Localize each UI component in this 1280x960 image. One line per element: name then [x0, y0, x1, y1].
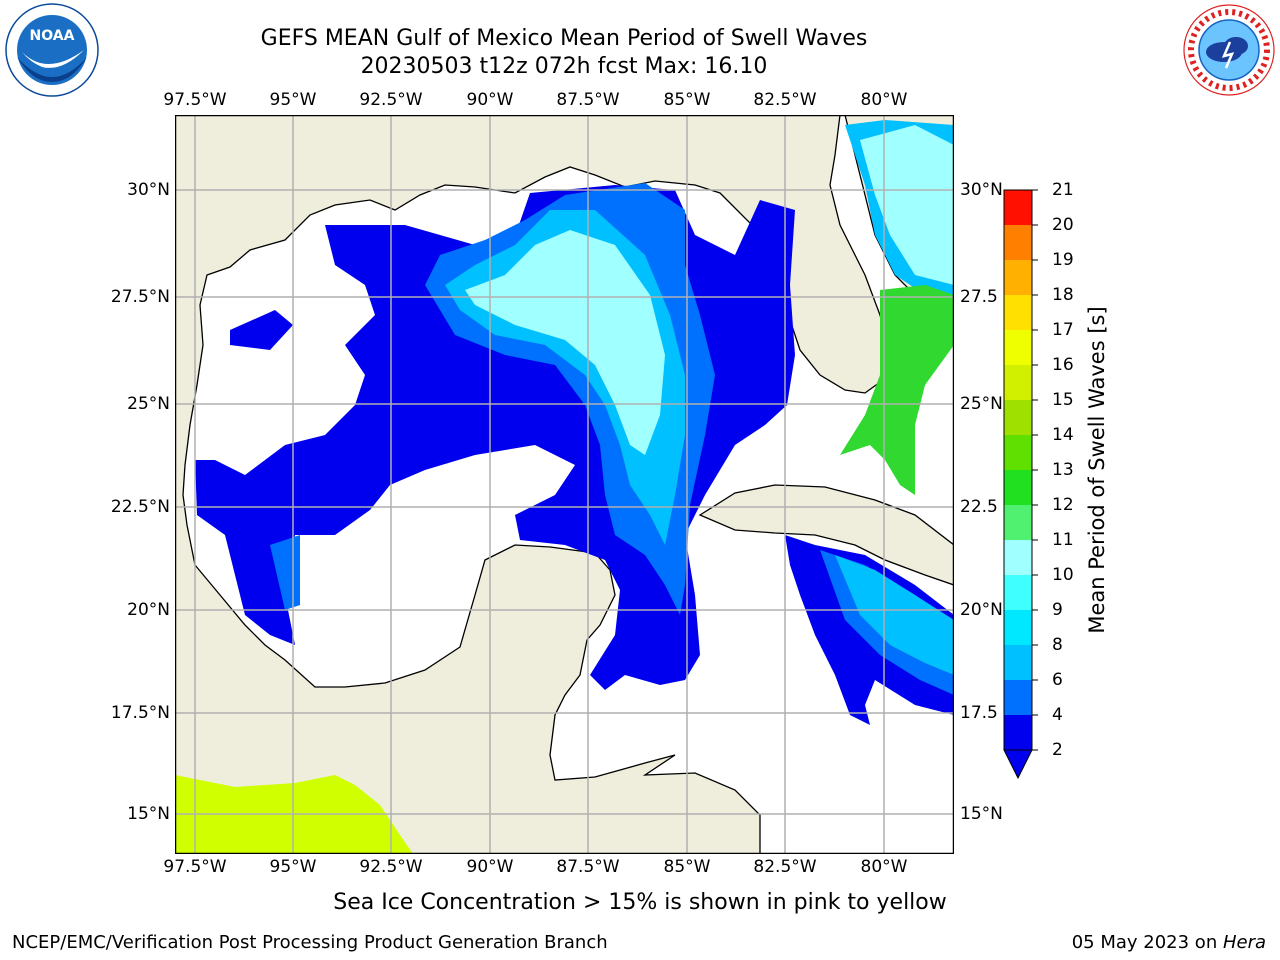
lon-tick-top: 82.5°W [753, 90, 817, 110]
lon-tick-top: 97.5°W [163, 90, 227, 110]
credit-text: NCEP/EMC/Verification Post Processing Pr… [12, 932, 608, 953]
sea-ice-note: Sea Ice Concentration > 15% is shown in … [333, 890, 947, 915]
colorbar-segment [1004, 575, 1032, 610]
colorbar-segment [1004, 715, 1032, 750]
colorbar-segment [1004, 225, 1032, 260]
colorbar-segment [1004, 295, 1032, 330]
lat-tick-right: 22.5 [960, 497, 998, 517]
lat-tick-right: 15°N [960, 804, 1003, 824]
host-name: Hera [1222, 932, 1266, 953]
colorbar-segment [1004, 610, 1032, 645]
lon-tick-top: 85°W [663, 90, 711, 110]
lon-tick-bottom: 95°W [269, 857, 317, 877]
lon-tick-bottom: 90°W [466, 857, 514, 877]
colorbar-label: Mean Period of Swell Waves [s] [1085, 306, 1109, 634]
lat-tick-right: 20°N [960, 600, 1003, 620]
lon-tick-bottom: 87.5°W [556, 857, 620, 877]
lat-tick-left: 30°N [127, 180, 170, 200]
colorbar-tick-label: 11 [1052, 530, 1074, 550]
lon-tick-bottom: 97.5°W [163, 857, 227, 877]
colorbar-tick-label: 15 [1052, 390, 1074, 410]
nws-logo [1183, 4, 1275, 96]
colorbar-segment [1004, 400, 1032, 435]
colorbar-tick-label: 18 [1052, 285, 1074, 305]
colorbar-segment [1004, 260, 1032, 295]
colorbar-extend-arrow [1003, 749, 1033, 780]
lat-tick-left: 22.5°N [110, 497, 170, 517]
colorbar-tick-label: 6 [1052, 670, 1063, 690]
colorbar-tick-label: 9 [1052, 600, 1063, 620]
lon-tick-top: 80°W [860, 90, 908, 110]
colorbar-tick-label: 20 [1052, 215, 1074, 235]
colorbar-tick-label: 10 [1052, 565, 1074, 585]
noaa-logo: NOAA [5, 3, 99, 97]
svg-text:NOAA: NOAA [30, 28, 75, 44]
date-text: 05 May 2023 on Hera [1072, 932, 1266, 953]
lat-tick-right: 27.5 [960, 287, 998, 307]
colorbar-segment [1004, 540, 1032, 575]
lat-tick-left: 20°N [127, 600, 170, 620]
colorbar-segment [1004, 645, 1032, 680]
map-title: GEFS MEAN Gulf of Mexico Mean Period of … [260, 26, 868, 51]
colorbar-segment [1004, 190, 1032, 225]
lat-tick-left: 15°N [127, 804, 170, 824]
lat-tick-right: 30°N [960, 180, 1003, 200]
colorbar-tick-label: 4 [1052, 705, 1063, 725]
colorbar-tick-label: 17 [1052, 320, 1074, 340]
colorbar-segment [1004, 365, 1032, 400]
colorbar-segment [1004, 470, 1032, 505]
colorbar-segment [1004, 505, 1032, 540]
lon-tick-top: 90°W [466, 90, 514, 110]
date-prefix: 05 May 2023 on [1071, 932, 1223, 953]
colorbar-tick-label: 12 [1052, 495, 1074, 515]
colorbar-tick-label: 16 [1052, 355, 1074, 375]
colorbar-segment [1004, 330, 1032, 365]
map-subtitle: 20230503 t12z 072h fcst Max: 16.10 [360, 54, 768, 79]
swell-field-green [840, 285, 954, 495]
colorbar-tick-label: 19 [1052, 250, 1074, 270]
lat-tick-right: 17.5 [960, 703, 998, 723]
colorbar [1003, 189, 1038, 780]
colorbar-tick-label: 13 [1052, 460, 1074, 480]
lon-tick-top: 92.5°W [359, 90, 423, 110]
map-plot [175, 115, 954, 854]
colorbar-tick-label: 2 [1052, 740, 1063, 760]
lat-tick-left: 17.5°N [110, 703, 170, 723]
graticule [175, 115, 954, 854]
lat-tick-left: 27.5°N [110, 287, 170, 307]
lon-tick-bottom: 80°W [860, 857, 908, 877]
lon-tick-bottom: 92.5°W [359, 857, 423, 877]
lon-tick-top: 95°W [269, 90, 317, 110]
lat-tick-right: 25°N [960, 394, 1003, 414]
colorbar-segment [1004, 435, 1032, 470]
lon-tick-bottom: 85°W [663, 857, 711, 877]
colorbar-tick-label: 21 [1052, 180, 1074, 200]
lon-tick-bottom: 82.5°W [753, 857, 817, 877]
lon-tick-top: 87.5°W [556, 90, 620, 110]
colorbar-segment [1004, 680, 1032, 715]
colorbar-tick-label: 8 [1052, 635, 1063, 655]
lat-tick-left: 25°N [127, 394, 170, 414]
colorbar-tick-label: 14 [1052, 425, 1074, 445]
